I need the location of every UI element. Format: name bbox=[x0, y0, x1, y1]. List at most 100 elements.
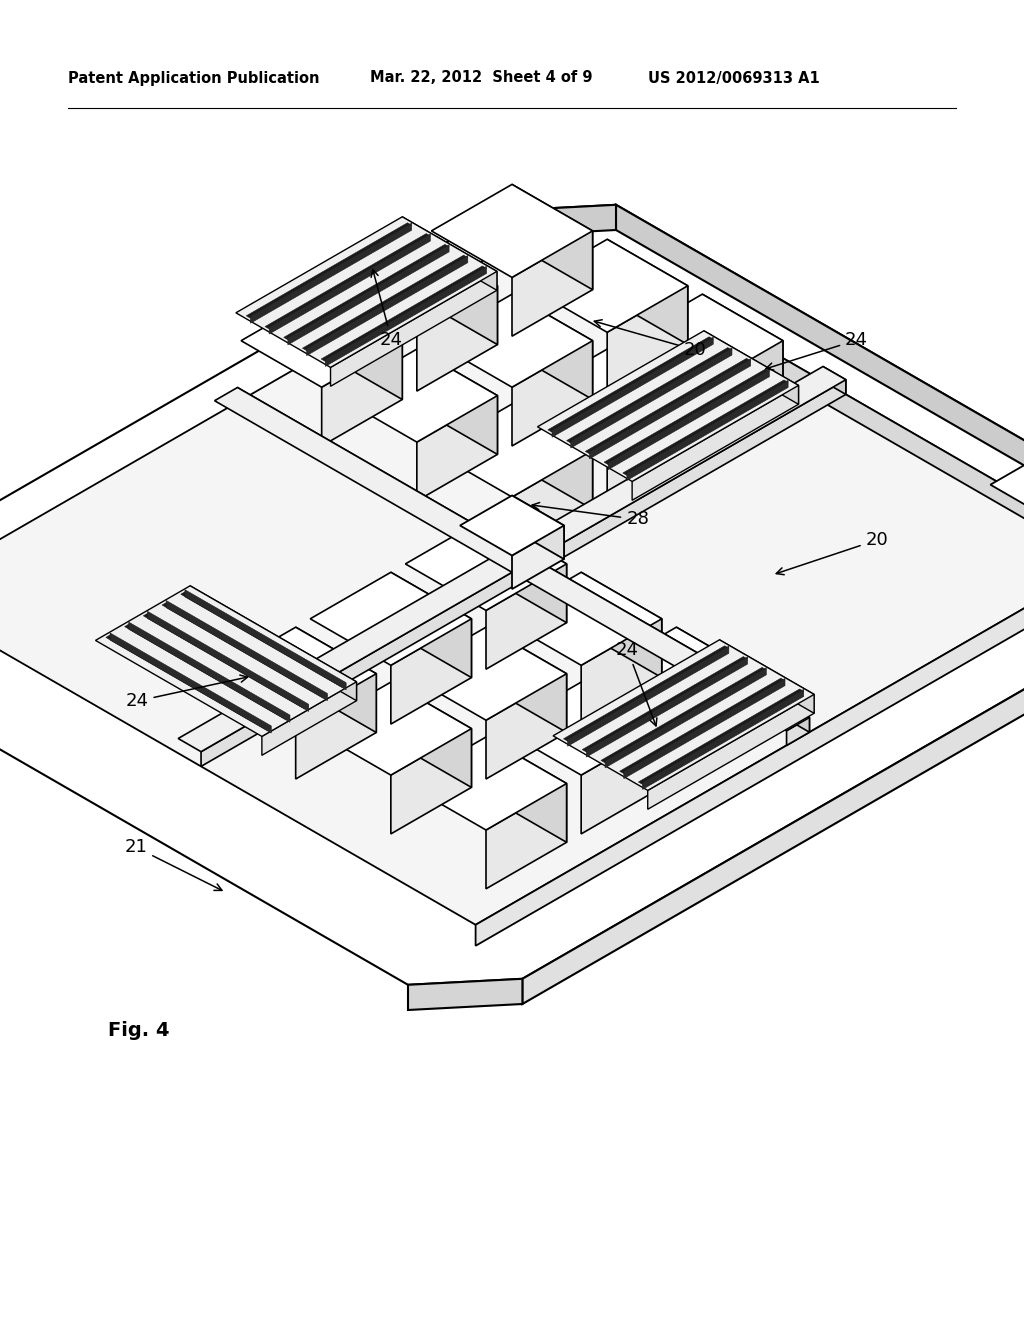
Polygon shape bbox=[331, 272, 497, 387]
Polygon shape bbox=[162, 603, 328, 698]
Polygon shape bbox=[501, 573, 662, 665]
Polygon shape bbox=[486, 737, 566, 842]
Polygon shape bbox=[648, 694, 814, 809]
Polygon shape bbox=[143, 614, 308, 709]
Polygon shape bbox=[265, 234, 430, 329]
Polygon shape bbox=[391, 682, 471, 788]
Polygon shape bbox=[596, 627, 757, 721]
Polygon shape bbox=[624, 678, 785, 779]
Text: Fig. 4: Fig. 4 bbox=[108, 1020, 170, 1040]
Polygon shape bbox=[0, 223, 1024, 925]
Polygon shape bbox=[604, 370, 769, 465]
Polygon shape bbox=[306, 256, 468, 355]
Polygon shape bbox=[269, 234, 430, 334]
Polygon shape bbox=[512, 525, 564, 589]
Polygon shape bbox=[616, 205, 1024, 560]
Polygon shape bbox=[607, 286, 688, 391]
Polygon shape bbox=[582, 729, 662, 834]
Polygon shape bbox=[512, 231, 593, 337]
Polygon shape bbox=[288, 244, 450, 345]
Polygon shape bbox=[417, 239, 498, 345]
Polygon shape bbox=[322, 267, 486, 362]
Polygon shape bbox=[105, 635, 271, 730]
Polygon shape bbox=[590, 359, 751, 459]
Text: 20: 20 bbox=[776, 531, 889, 574]
Text: 21: 21 bbox=[125, 838, 222, 891]
Polygon shape bbox=[215, 627, 376, 721]
Polygon shape bbox=[95, 586, 356, 737]
Polygon shape bbox=[486, 564, 566, 669]
Polygon shape bbox=[582, 682, 662, 788]
Polygon shape bbox=[302, 255, 468, 351]
Polygon shape bbox=[310, 682, 471, 775]
Polygon shape bbox=[460, 495, 564, 556]
Polygon shape bbox=[676, 627, 757, 733]
Polygon shape bbox=[406, 517, 566, 610]
Polygon shape bbox=[486, 627, 566, 733]
Polygon shape bbox=[475, 553, 1024, 946]
Polygon shape bbox=[417, 348, 498, 454]
Polygon shape bbox=[431, 294, 593, 387]
Text: 24: 24 bbox=[616, 642, 656, 726]
Polygon shape bbox=[431, 404, 593, 498]
Polygon shape bbox=[147, 611, 308, 711]
Polygon shape bbox=[702, 341, 783, 446]
Polygon shape bbox=[570, 348, 732, 447]
Polygon shape bbox=[627, 380, 788, 480]
Polygon shape bbox=[605, 668, 766, 768]
Polygon shape bbox=[486, 517, 566, 623]
Polygon shape bbox=[622, 294, 783, 387]
Polygon shape bbox=[538, 331, 799, 482]
Polygon shape bbox=[548, 337, 714, 432]
Polygon shape bbox=[601, 668, 766, 763]
Polygon shape bbox=[566, 347, 732, 444]
Polygon shape bbox=[178, 367, 846, 751]
Polygon shape bbox=[502, 205, 616, 236]
Polygon shape bbox=[703, 331, 799, 404]
Polygon shape bbox=[990, 449, 1024, 524]
Polygon shape bbox=[201, 380, 846, 767]
Polygon shape bbox=[638, 689, 804, 784]
Polygon shape bbox=[262, 682, 356, 755]
Polygon shape bbox=[676, 673, 757, 779]
Polygon shape bbox=[406, 737, 566, 830]
Polygon shape bbox=[586, 359, 751, 454]
Text: US 2012/0069313 A1: US 2012/0069313 A1 bbox=[648, 70, 820, 86]
Polygon shape bbox=[642, 689, 804, 789]
Polygon shape bbox=[251, 223, 412, 323]
Polygon shape bbox=[110, 632, 271, 733]
Polygon shape bbox=[241, 294, 402, 387]
Text: 28: 28 bbox=[532, 503, 649, 528]
Polygon shape bbox=[582, 573, 662, 677]
Polygon shape bbox=[607, 239, 688, 345]
Polygon shape bbox=[526, 348, 688, 442]
Polygon shape bbox=[0, 205, 1024, 985]
Polygon shape bbox=[408, 979, 522, 1010]
Polygon shape bbox=[431, 185, 593, 277]
Text: Mar. 22, 2012  Sheet 4 of 9: Mar. 22, 2012 Sheet 4 of 9 bbox=[370, 70, 593, 86]
Polygon shape bbox=[391, 619, 471, 725]
Polygon shape bbox=[185, 590, 346, 690]
Polygon shape bbox=[608, 370, 769, 470]
Polygon shape bbox=[549, 223, 1024, 574]
Polygon shape bbox=[512, 341, 593, 446]
Polygon shape bbox=[607, 396, 688, 500]
Polygon shape bbox=[402, 216, 497, 290]
Polygon shape bbox=[587, 657, 748, 758]
Polygon shape bbox=[501, 682, 662, 775]
Polygon shape bbox=[620, 678, 785, 774]
Polygon shape bbox=[166, 601, 328, 701]
Polygon shape bbox=[296, 673, 376, 779]
Polygon shape bbox=[322, 294, 402, 400]
Polygon shape bbox=[552, 337, 714, 437]
Text: 20: 20 bbox=[594, 319, 707, 359]
Polygon shape bbox=[823, 367, 846, 395]
Polygon shape bbox=[284, 244, 450, 339]
Polygon shape bbox=[296, 627, 376, 733]
Polygon shape bbox=[486, 784, 566, 888]
Polygon shape bbox=[563, 645, 729, 742]
Polygon shape bbox=[417, 396, 498, 500]
Polygon shape bbox=[512, 450, 593, 556]
Polygon shape bbox=[512, 185, 593, 289]
Text: 24: 24 bbox=[126, 675, 248, 710]
